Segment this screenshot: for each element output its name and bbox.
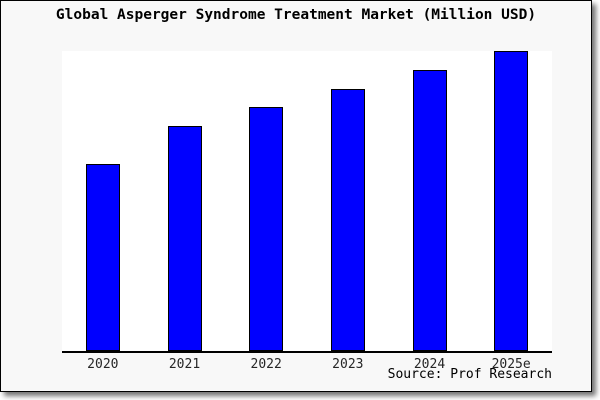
source-label: Source: Prof Research: [387, 367, 552, 382]
bar-2022: [249, 107, 284, 351]
x-tick-label-2023: 2023: [332, 357, 364, 372]
bar-2025e: [494, 51, 529, 351]
bar-2024: [412, 69, 447, 351]
chart-title: Global Asperger Syndrome Treatment Marke…: [55, 7, 537, 23]
plot-area: [62, 51, 552, 353]
x-tick-label-2022: 2022: [250, 357, 282, 372]
x-tick-label-2020: 2020: [87, 357, 119, 372]
x-tick-label-2024: 2024: [413, 357, 446, 372]
bar-2023: [330, 88, 365, 351]
x-tick-label-2025e: 2025e: [491, 357, 531, 372]
bar-2020: [85, 163, 120, 351]
chart-panel: Global Asperger Syndrome Treatment Marke…: [0, 0, 592, 392]
x-tick-label-2021: 2021: [168, 357, 201, 372]
bar-2021: [167, 126, 202, 351]
